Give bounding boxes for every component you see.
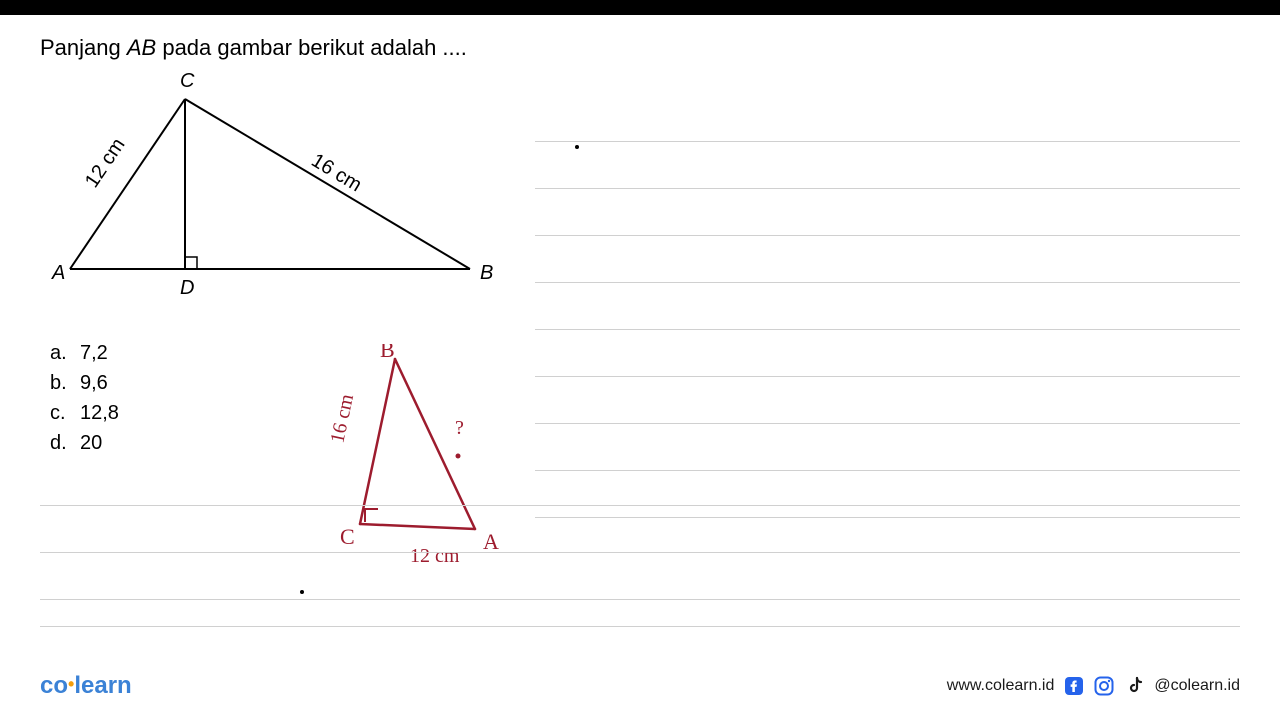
svg-text:16 cm: 16 cm: [326, 392, 358, 445]
svg-text:C: C: [180, 70, 195, 92]
option-letter: b.: [50, 369, 80, 397]
ruled-lines-right: [535, 95, 1240, 615]
svg-text:B: B: [380, 344, 395, 362]
option-row: d.20: [50, 429, 119, 457]
q-italic: AB: [127, 35, 156, 60]
content-area: Panjang AB pada gambar berikut adalah ..…: [0, 15, 1280, 660]
top-black-bar: [0, 0, 1280, 15]
figure-area: 12 cm16 cmABCD a.7,2b.9,6c.12,8d.20 16 c…: [40, 69, 570, 509]
footer-handle: @colearn.id: [1154, 677, 1240, 695]
stray-dot: [300, 590, 304, 594]
answer-options: a.7,2b.9,6c.12,8d.20: [50, 339, 119, 459]
ruled-line: [535, 95, 1240, 142]
svg-text:A: A: [483, 529, 499, 554]
ruled-line: [535, 283, 1240, 330]
logo-dot: •: [68, 674, 74, 694]
handwritten-triangle-diagram: 16 cm 12 cm? B C A: [325, 344, 525, 584]
option-letter: c.: [50, 399, 80, 427]
logo-learn: learn: [74, 672, 131, 699]
ruled-line-full: [40, 552, 1240, 553]
question-text: Panjang AB pada gambar berikut adalah ..…: [40, 35, 1240, 61]
option-value: 20: [80, 432, 102, 454]
logo-co: co: [40, 672, 68, 699]
q-suffix: pada gambar berikut adalah ....: [156, 35, 467, 60]
svg-text:?: ?: [455, 417, 464, 439]
svg-text:12 cm: 12 cm: [81, 134, 130, 191]
instagram-icon: [1094, 676, 1114, 696]
ruled-line: [535, 189, 1240, 236]
ruled-line: [535, 471, 1240, 518]
facebook-icon: [1064, 676, 1084, 696]
option-value: 9,6: [80, 372, 108, 394]
option-value: 7,2: [80, 342, 108, 364]
option-row: b.9,6: [50, 369, 119, 397]
option-row: a.7,2: [50, 339, 119, 367]
svg-text:A: A: [51, 262, 65, 284]
ruled-line: [535, 377, 1240, 424]
option-letter: a.: [50, 339, 80, 367]
svg-text:C: C: [340, 524, 355, 549]
stray-dot: [575, 145, 579, 149]
footer: co•learn www.colearn.id @colearn.id: [0, 666, 1280, 706]
footer-right: www.colearn.id @colearn.id: [947, 676, 1240, 696]
tiktok-icon: [1124, 676, 1144, 696]
ruled-line-full: [40, 599, 1240, 600]
ruled-line: [535, 330, 1240, 377]
svg-text:D: D: [180, 277, 194, 299]
ruled-line: [535, 424, 1240, 471]
colearn-logo: co•learn: [40, 672, 132, 700]
ruled-line-full: [40, 626, 1240, 627]
printed-triangle-diagram: 12 cm16 cmABCD: [40, 69, 520, 309]
option-value: 12,8: [80, 402, 119, 424]
footer-url: www.colearn.id: [947, 677, 1055, 695]
option-row: c.12,8: [50, 399, 119, 427]
svg-text:B: B: [480, 262, 493, 284]
ruled-line: [535, 142, 1240, 189]
ruled-line: [535, 236, 1240, 283]
ruled-line-full: [40, 505, 1240, 506]
option-letter: d.: [50, 429, 80, 457]
svg-text:12 cm: 12 cm: [410, 545, 460, 567]
q-prefix: Panjang: [40, 35, 127, 60]
